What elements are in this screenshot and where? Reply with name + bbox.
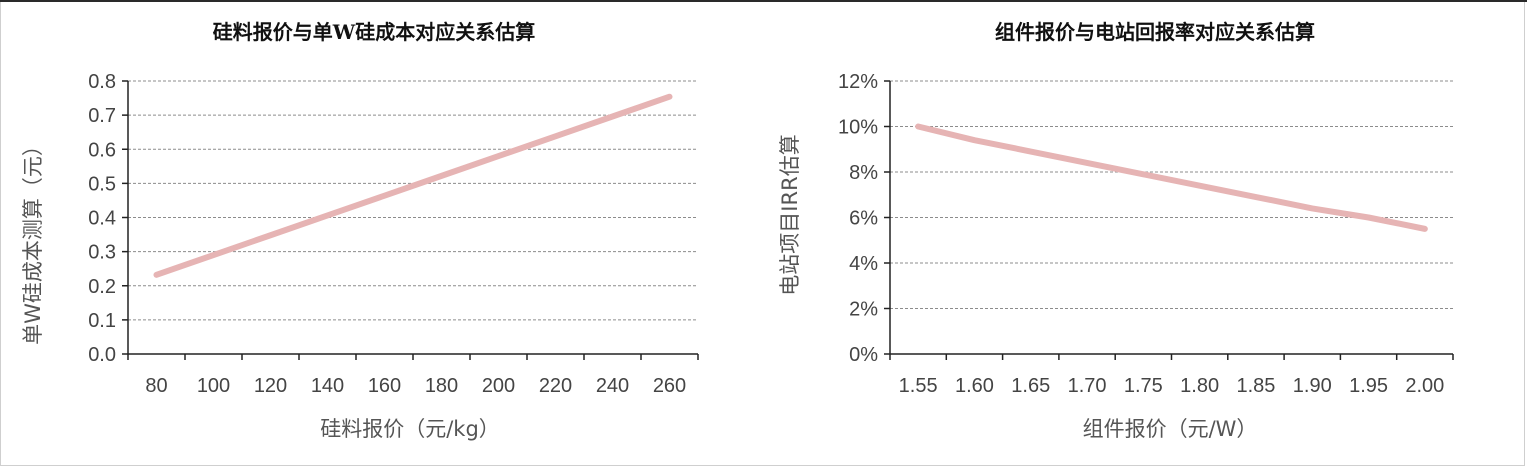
- y-tick-label: 8%: [849, 162, 878, 184]
- x-tick-label: 1.65: [1011, 375, 1050, 397]
- series-line: [915, 123, 1428, 232]
- y-tick-label: 0.6: [88, 139, 116, 161]
- x-tick-label: 2.00: [1405, 375, 1444, 397]
- x-tick-label: 1.70: [1068, 375, 1107, 397]
- x-tick-label: 200: [482, 375, 515, 397]
- x-tick-labels-2: 1.55 1.60 1.65 1.70 1.75 1.80 1.85 1.90 1.95 2.00: [899, 375, 1445, 397]
- y-tick-label: 0.1: [88, 310, 116, 332]
- grid-lines-2: [890, 80, 1453, 309]
- y-tick-labels-2: 0% 2% 4% 6% 8% 10% 12%: [838, 71, 878, 366]
- y-tick-label: 0.7: [88, 105, 116, 127]
- x-tick-label: 120: [254, 375, 287, 397]
- y-tick-labels-1: 0.0 0.1 0.2 0.3 0.4 0.5 0.6 0.7 0.8: [88, 71, 116, 366]
- y-tick-label: 0.3: [88, 242, 116, 264]
- top-border: [0, 0, 1527, 2]
- chart-silicon-cost: 硅料报价与单W硅成本对应关系估算 0.00.10.20.30.40.50.60.…: [21, 20, 699, 441]
- x-axis-label-2: 组件报价（元/W）: [1083, 417, 1258, 441]
- x-tick-labels-1: 80 100 120 140 160 180 200 220 240 260: [145, 375, 686, 397]
- x-tick-label: 1.55: [899, 375, 938, 397]
- y-tick-label: 0%: [849, 344, 878, 366]
- y-tick-label: 4%: [849, 253, 878, 275]
- y-tick-label: 0.8: [88, 71, 116, 93]
- y-tick-label: 10%: [838, 117, 878, 139]
- y-axis-label-2: 电站项目IRR估算: [778, 134, 802, 295]
- y-tick-label: 0.0: [88, 344, 116, 366]
- chart-module-irr: 组件报价与电站回报率对应关系估算 0%2%4%6%8%10%12% 1.55 1.…: [778, 20, 1454, 441]
- y-axis-label-1: 单W硅成本测算（元）: [21, 135, 45, 345]
- x-tick-label: 1.80: [1180, 375, 1219, 397]
- x-tick-label: 1.90: [1293, 375, 1332, 397]
- series-line: [153, 93, 673, 278]
- x-tick-label: 160: [368, 375, 401, 397]
- x-tick-label: 140: [311, 375, 344, 397]
- axes-1: [122, 80, 699, 360]
- y-tick-label: 12%: [838, 71, 878, 93]
- x-tick-label: 1.85: [1236, 375, 1275, 397]
- x-tick-label: 1.95: [1349, 375, 1388, 397]
- y-tick-label: 0.2: [88, 276, 116, 298]
- x-tick-label: 100: [197, 375, 230, 397]
- x-tick-label: 1.60: [955, 375, 994, 397]
- y-tick-label: 6%: [849, 208, 878, 230]
- y-tick-label: 0.4: [88, 208, 116, 230]
- x-tick-label: 220: [539, 375, 572, 397]
- chart-title-1: 硅料报价与单W硅成本对应关系估算: [213, 20, 535, 44]
- series-group-1: [153, 93, 673, 278]
- x-tick-label: 1.75: [1124, 375, 1163, 397]
- chart-title-2: 组件报价与电站回报率对应关系估算: [995, 20, 1315, 44]
- series-group-2: [915, 123, 1428, 232]
- axes-2: [884, 80, 1454, 360]
- x-tick-label: 80: [145, 375, 167, 397]
- x-tick-label: 260: [653, 375, 686, 397]
- y-tick-label: 2%: [849, 299, 878, 321]
- x-axis-label-1: 硅料报价（元/kg）: [320, 417, 500, 441]
- y-tick-label: 0.5: [88, 173, 116, 195]
- x-tick-label: 180: [425, 375, 458, 397]
- x-tick-label: 240: [596, 375, 629, 397]
